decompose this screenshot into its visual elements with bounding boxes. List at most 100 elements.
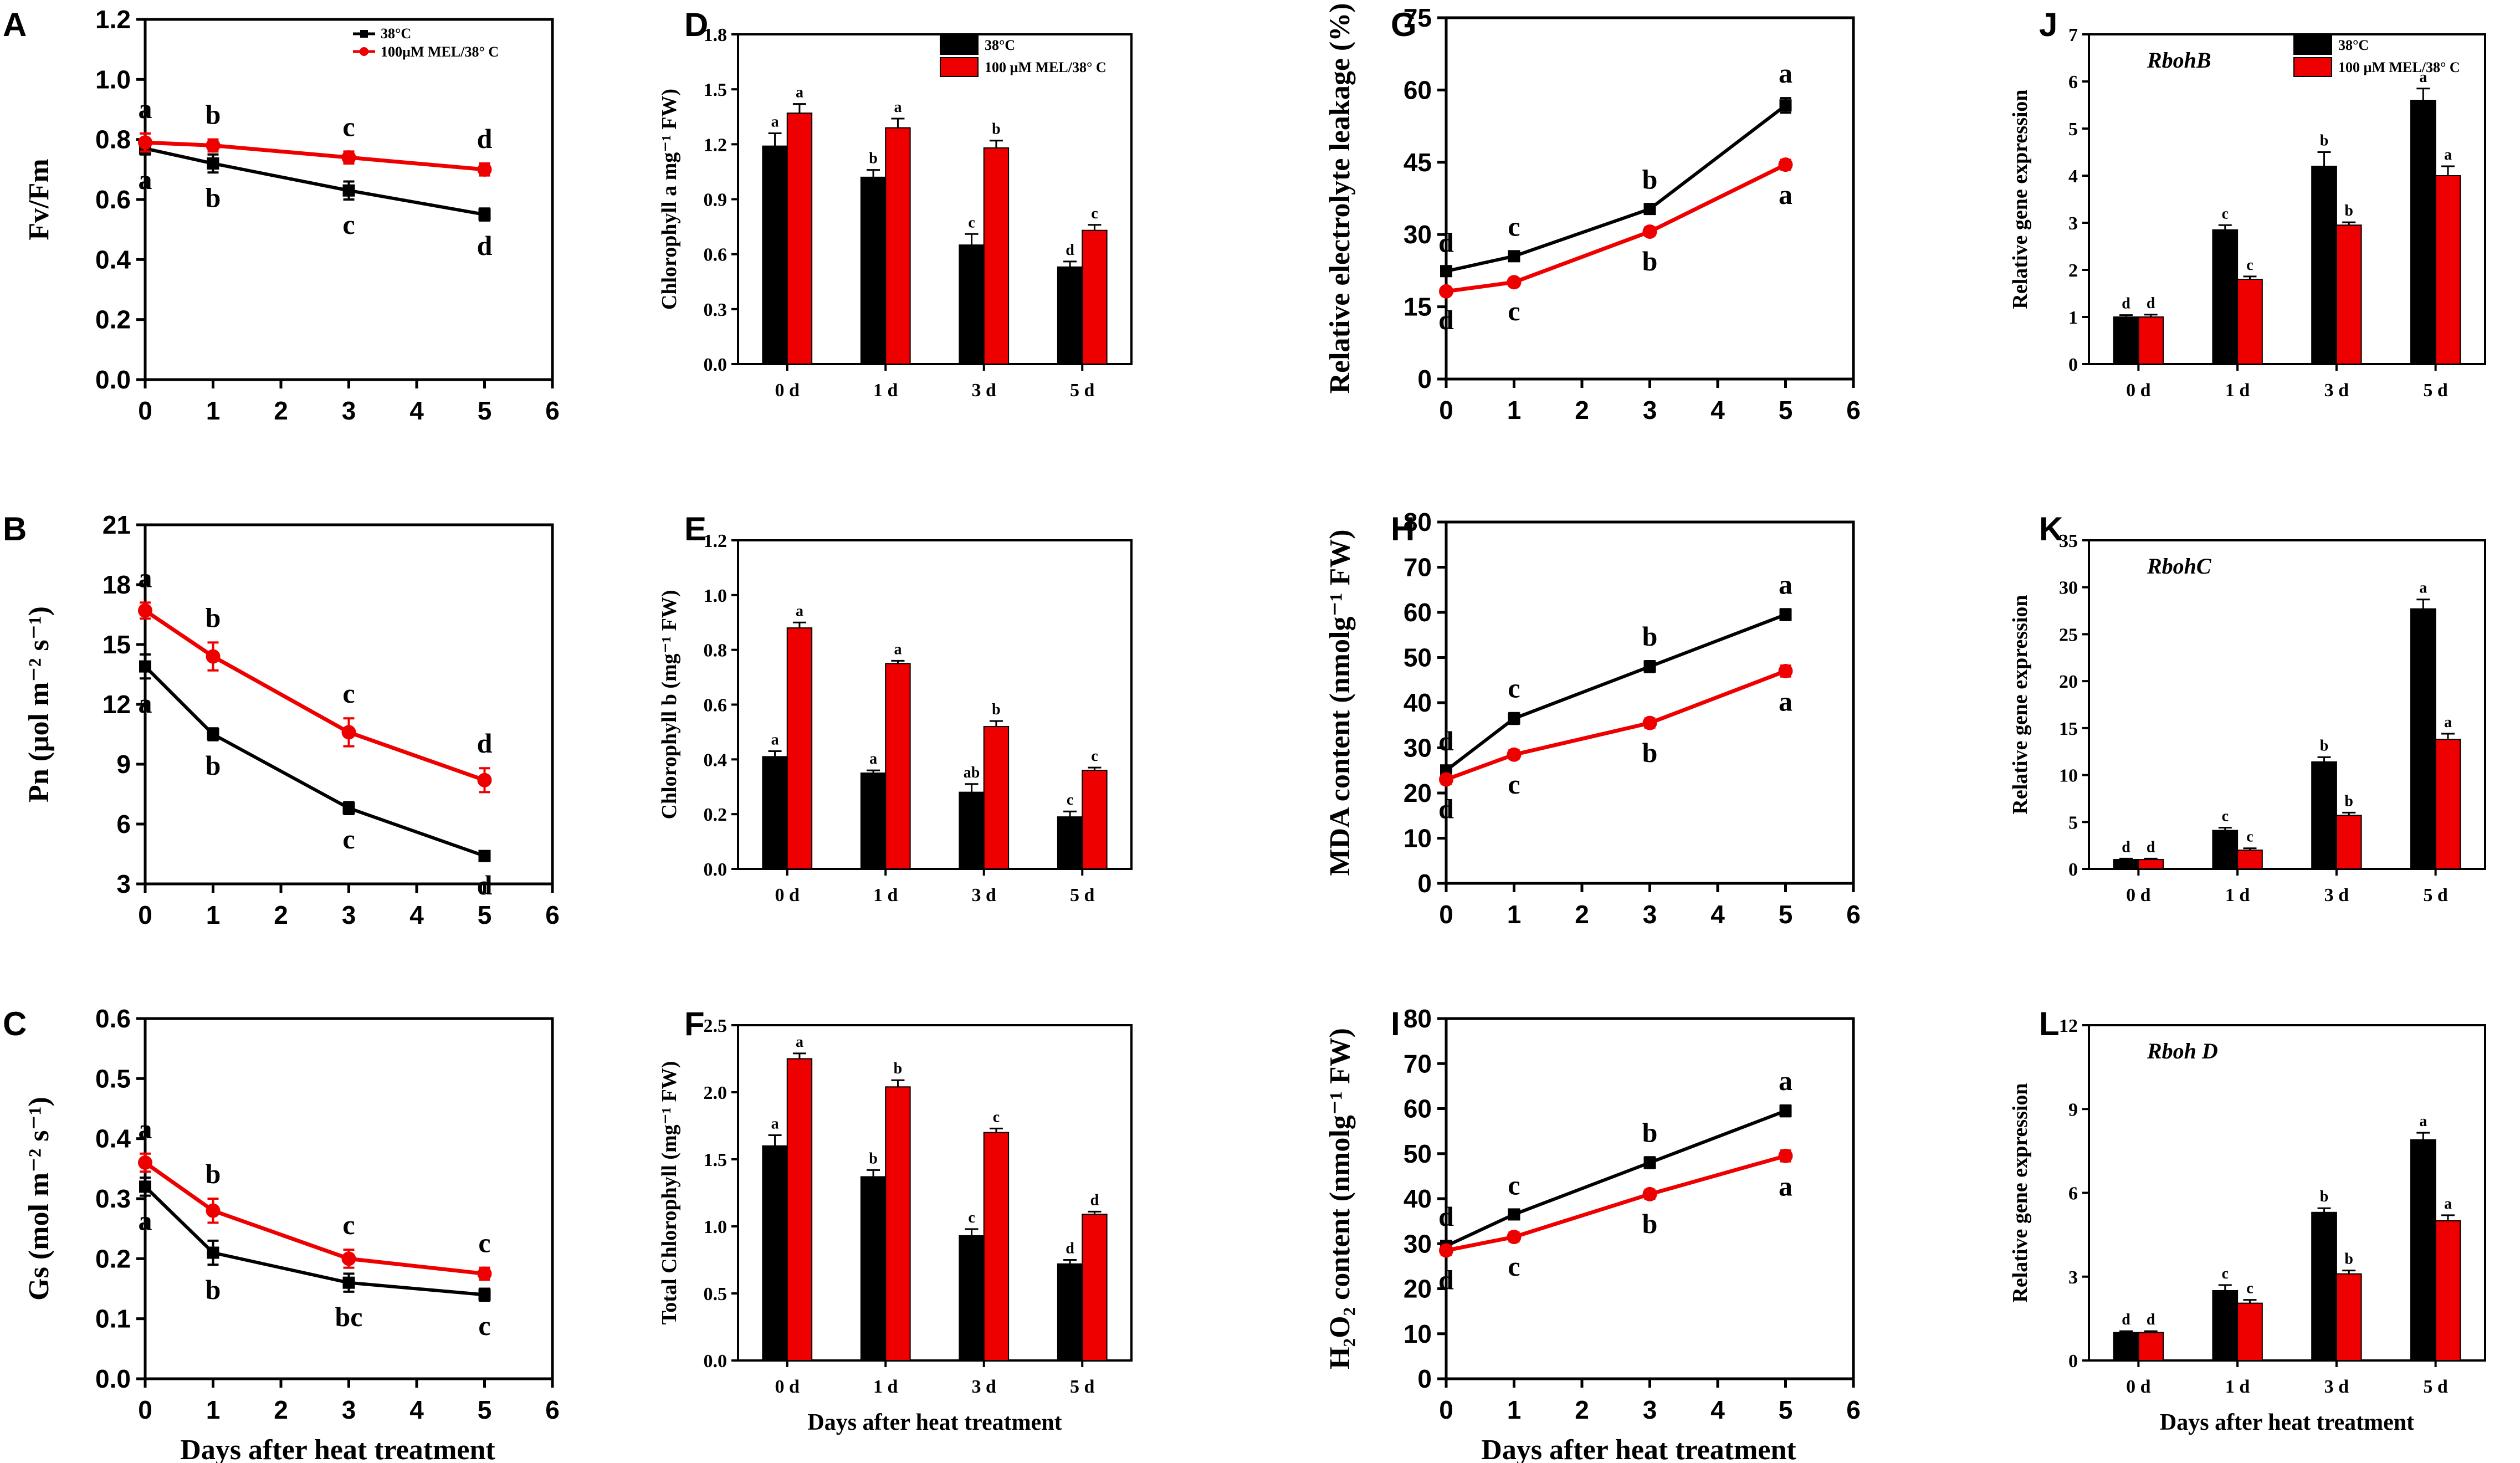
y-axis-label: Relative gene expression [2009, 89, 2032, 309]
y-tick-label: 1 [2068, 308, 2078, 328]
y-tick-label: 2.0 [704, 1083, 728, 1103]
data-point-mel [1778, 663, 1793, 678]
significance-letter: a [894, 641, 902, 658]
significance-letter: a [1779, 58, 1792, 89]
significance-letter: d [1438, 725, 1454, 756]
bar-control [762, 1145, 788, 1362]
data-point-mel [1642, 715, 1657, 730]
significance-letter: a [771, 114, 779, 131]
x-tick-label: 5 [478, 901, 492, 929]
bar-mel [2138, 859, 2164, 869]
x-tick-label: 1 [1507, 900, 1522, 929]
y-axis-label: Fv/Fm [23, 158, 55, 240]
data-point-mel [1642, 224, 1657, 239]
significance-letter: c [342, 823, 355, 855]
significance-letter: c [993, 1108, 1000, 1126]
significance-letter: c [1067, 791, 1073, 809]
x-tick-label: 1 [206, 1395, 221, 1424]
y-tick-label: 12 [2059, 1016, 2078, 1036]
x-tick-label: 2 [274, 396, 288, 425]
x-tick-label: 1 [1507, 396, 1522, 424]
x-tick-label: 4 [409, 901, 424, 929]
y-tick-label: 25 [2059, 625, 2078, 645]
data-point-control [1508, 250, 1520, 263]
significance-letter: c [1091, 205, 1098, 222]
y-tick-label: 0 [1417, 869, 1432, 898]
y-tick-label: 1.0 [95, 65, 131, 94]
significance-letter: c [2222, 205, 2229, 222]
data-point-mel [206, 1203, 221, 1218]
y-tick-label: 1.5 [704, 80, 728, 100]
significance-letter: a [1779, 686, 1792, 717]
significance-letter: d [1066, 242, 1074, 259]
significance-letter: b [2344, 202, 2353, 219]
y-tick-label: 0.3 [95, 1184, 131, 1213]
y-tick-label: 15 [103, 630, 131, 659]
panel-label-l: L [2039, 1005, 2060, 1042]
significance-letter: b [869, 1150, 878, 1167]
y-tick-label: 0.0 [95, 365, 131, 394]
data-point-mel [477, 162, 492, 177]
panel-l-chart: 0 3 6 9 12 0 d d d 1 d cc 3 d b b 5 d a a Relative gene … [2009, 1016, 2486, 1435]
bar-control [959, 244, 985, 365]
y-tick-label: 40 [1404, 688, 1432, 717]
data-point-mel [1507, 275, 1522, 290]
data-point-mel [1507, 1230, 1522, 1245]
y-tick-label: 1.2 [704, 135, 728, 155]
y-tick-label: 0.4 [95, 1124, 131, 1153]
x-tick-label: 1 d [2225, 885, 2250, 906]
significance-letter: b [2320, 737, 2329, 754]
series-line-control [145, 146, 485, 217]
y-tick-label: 10 [1404, 824, 1432, 853]
bar-control [2410, 100, 2436, 365]
x-tick-label: 3 d [972, 380, 997, 401]
legend-label-mel: 100 µM MEL/38° C [985, 59, 1107, 75]
bar-control [2113, 859, 2139, 869]
legend-label-control: 38°C [2338, 37, 2369, 53]
significance-letter: c [2246, 257, 2253, 274]
significance-letter: b [992, 121, 1001, 138]
significance-letter: b [2344, 792, 2353, 810]
x-tick-label: 4 [1710, 1395, 1725, 1424]
data-point-control [1440, 265, 1452, 278]
y-tick-label: 1.0 [704, 586, 728, 606]
y-tick-label: 0.0 [704, 860, 728, 880]
bar-control [1057, 1263, 1083, 1362]
significance-letter: b [1642, 1117, 1658, 1148]
panel-label-k: K [2039, 510, 2063, 548]
significance-letter: d [2147, 295, 2155, 312]
y-tick-label: 0.2 [95, 305, 131, 334]
y-tick-label: 3 [2068, 213, 2078, 234]
data-point-mel [1439, 772, 1453, 787]
data-point-control [207, 157, 219, 170]
panel-c-chart: 0.0 0.1 0.2 0.3 0.4 0.5 0.6 0 1 2 3 4 5 6 Gs (mol m⁻² … [23, 1004, 560, 1463]
x-tick-label: 6 [545, 396, 560, 425]
y-tick-label: 4 [2068, 166, 2078, 187]
significance-letter: b [206, 750, 221, 781]
y-axis-label: Chlorophyll b (mg⁻¹ FW) [658, 590, 681, 820]
y-tick-label: 6 [2068, 1184, 2078, 1204]
bar-mel [983, 726, 1010, 869]
y-tick-label: 80 [1404, 508, 1432, 536]
data-point-mel [341, 150, 356, 165]
panel-label-e: E [684, 510, 706, 548]
series-line-control [144, 665, 485, 858]
y-tick-label: 0.9 [704, 190, 728, 211]
significance-letter: b [206, 1274, 221, 1305]
significance-letter: d [2147, 1311, 2155, 1328]
significance-letter: b [1642, 245, 1658, 277]
bar-mel [885, 663, 911, 869]
significance-letter: c [342, 1209, 355, 1240]
bar-mel [983, 147, 1010, 365]
legend-swatch-mel [2293, 57, 2332, 77]
y-tick-label: 0 [1417, 1364, 1432, 1393]
panel-label-g: G [1391, 6, 1417, 43]
significance-letter: b [2320, 132, 2329, 150]
x-tick-label: 6 [545, 901, 560, 929]
bar-mel [786, 112, 813, 365]
significance-letter: d [2122, 838, 2130, 856]
panel-label-j: J [2039, 6, 2057, 43]
significance-letter: a [771, 732, 779, 749]
y-tick-label: 60 [1404, 75, 1432, 104]
x-tick-label: 2 [1575, 1395, 1589, 1424]
